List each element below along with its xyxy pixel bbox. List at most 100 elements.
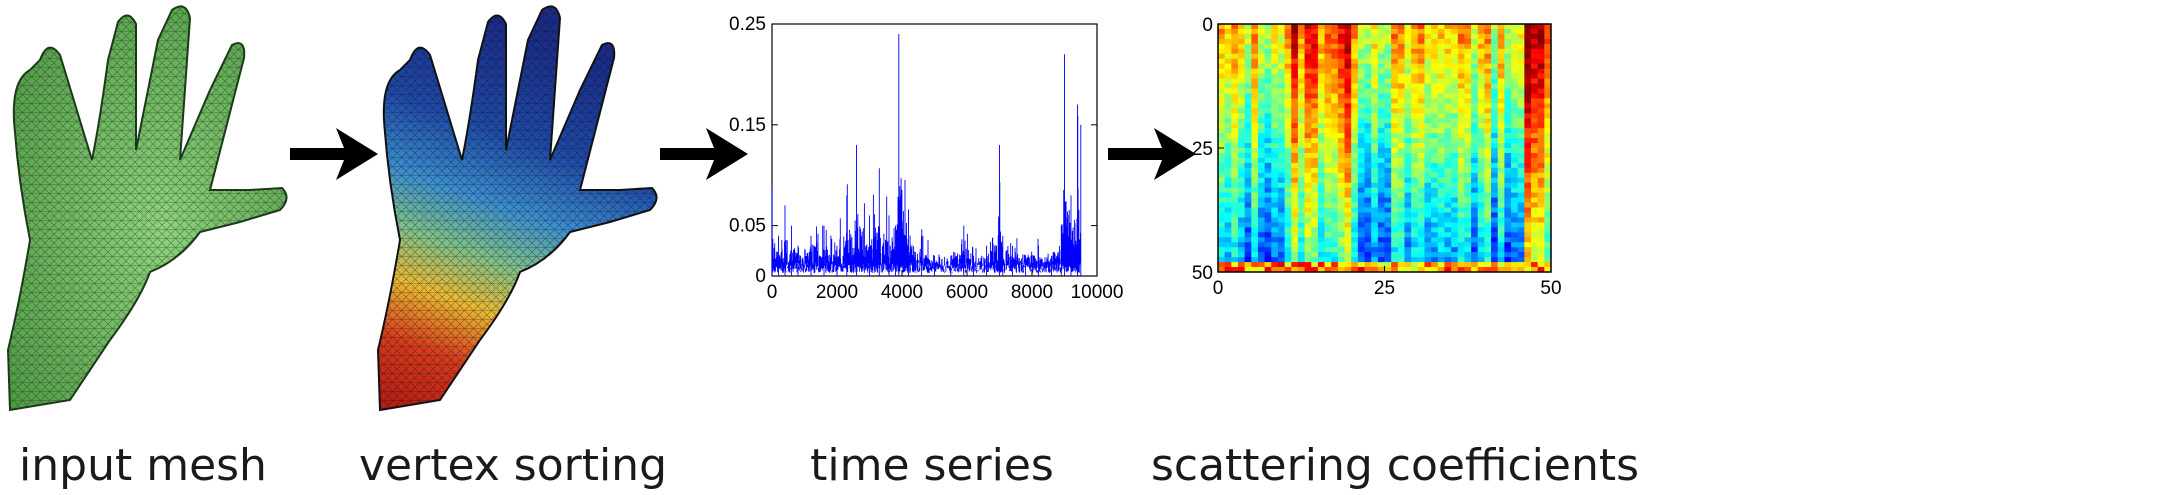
heatmap-cell: [1264, 48, 1272, 55]
heatmap-cell: [1544, 103, 1552, 109]
heatmap-cell: [1291, 83, 1299, 89]
heatmap-cell: [1331, 257, 1339, 263]
heatmap-cell: [1364, 187, 1372, 194]
heatmap-cell: [1257, 108, 1266, 114]
heatmap-cell: [1417, 123, 1425, 129]
heatmap-cell: [1357, 162, 1365, 169]
heatmap-cell: [1351, 88, 1359, 94]
heatmap-cell: [1411, 247, 1419, 253]
heatmap-cell: [1344, 187, 1352, 194]
heatmap-cell: [1484, 247, 1492, 253]
heatmap-cell: [1351, 252, 1359, 258]
heatmap-cell: [1284, 43, 1292, 50]
heatmap-cell: [1317, 222, 1325, 228]
heatmap-cell: [1391, 68, 1399, 74]
heatmap-cell: [1371, 148, 1379, 154]
heatmap-cell: [1384, 237, 1392, 243]
heatmap-cell: [1377, 267, 1385, 273]
heatmap-cell: [1337, 222, 1345, 228]
heatmap-cell: [1491, 83, 1499, 89]
heatmap-cell: [1291, 217, 1299, 223]
heatmap-cell: [1471, 177, 1479, 184]
heatmap-cell: [1411, 58, 1419, 65]
heatmap-cell: [1257, 207, 1266, 213]
heatmap-cell: [1377, 113, 1385, 119]
heatmap-cell: [1311, 237, 1319, 243]
heatmap-cell: [1451, 123, 1459, 129]
heatmap-cell: [1391, 73, 1399, 79]
heatmap-cell: [1284, 217, 1292, 223]
heatmap-cell: [1497, 257, 1505, 263]
heatmap-cell: [1457, 108, 1465, 114]
heatmap-cell: [1437, 73, 1445, 79]
heatmap-cell: [1337, 88, 1345, 94]
heatmap-cell: [1344, 207, 1352, 213]
heatmap-cell: [1364, 78, 1372, 84]
heatmap-cell: [1451, 257, 1459, 263]
heatmap-cell: [1544, 167, 1552, 174]
heatmap-cell: [1224, 227, 1232, 233]
heatmap-cell: [1304, 232, 1312, 238]
heatmap-cell: [1477, 143, 1485, 149]
heatmap-cell: [1531, 83, 1539, 89]
heatmap-cell: [1384, 58, 1392, 65]
heatmap-cell: [1371, 232, 1379, 238]
heatmap-cell: [1371, 227, 1379, 233]
heatmap-cell: [1444, 207, 1452, 213]
heatmap-cell: [1504, 118, 1512, 124]
caption-scattering-coefficients: scattering coefficients: [1150, 440, 1640, 491]
heatmap-cell: [1297, 152, 1305, 159]
heatmap-cell: [1377, 78, 1385, 84]
heatmap-cell: [1257, 237, 1266, 243]
heatmap-cell: [1411, 192, 1419, 198]
heatmap-cell: [1404, 197, 1412, 203]
heatmap-cell: [1424, 73, 1432, 79]
heatmap-cell: [1311, 262, 1319, 268]
heatmap-cell: [1477, 133, 1485, 139]
heatmap-cell: [1237, 237, 1246, 243]
heatmap-cell: [1271, 192, 1279, 198]
heatmap-cell: [1277, 68, 1285, 74]
heatmap-cell: [1364, 232, 1372, 238]
heatmap-cell: [1404, 78, 1412, 84]
heatmap-cell: [1311, 177, 1319, 184]
heatmap-cell: [1257, 232, 1266, 238]
heatmap-cell: [1291, 68, 1299, 74]
heatmap-cell: [1537, 93, 1545, 99]
heatmap-cell: [1271, 252, 1279, 258]
heatmap-cell: [1264, 172, 1272, 179]
heatmap-cell: [1364, 24, 1372, 30]
heatmap-cell: [1324, 108, 1332, 114]
heatmap-cell: [1464, 98, 1472, 104]
heatmap-cell: [1497, 167, 1505, 174]
heatmap-cell: [1531, 103, 1539, 109]
heatmap-cell: [1411, 128, 1419, 134]
heatmap-cell: [1464, 187, 1472, 194]
heatmap-cell: [1504, 232, 1512, 238]
heatmap-cell: [1537, 247, 1545, 253]
heatmap-cell: [1304, 48, 1312, 55]
heatmap-cell: [1384, 192, 1392, 198]
heatmap-cell: [1337, 187, 1345, 194]
heatmap-cell: [1437, 247, 1445, 253]
heatmap-cell: [1311, 267, 1319, 273]
heatmap-cell: [1424, 177, 1432, 184]
heatmap-cell: [1277, 73, 1285, 79]
heatmap-cell: [1271, 247, 1279, 253]
heatmap-cell: [1437, 232, 1445, 238]
heatmap-cell: [1524, 53, 1532, 60]
heatmap-cell: [1537, 232, 1545, 238]
heatmap-cell: [1384, 227, 1392, 233]
heatmap-cell: [1437, 108, 1445, 114]
heatmap-cell: [1311, 123, 1319, 129]
heatmap-cell: [1371, 152, 1379, 159]
heatmap-cell: [1357, 257, 1365, 263]
heatmap-cell: [1291, 58, 1299, 65]
heatmap-cell: [1231, 192, 1239, 198]
heatmap-cell: [1297, 167, 1305, 174]
heatmap-cell: [1284, 33, 1292, 40]
heatmap-cell: [1324, 88, 1332, 94]
heatmap-cell: [1277, 232, 1285, 238]
heatmap-cell: [1491, 133, 1499, 139]
heatmap-cell: [1537, 28, 1545, 35]
